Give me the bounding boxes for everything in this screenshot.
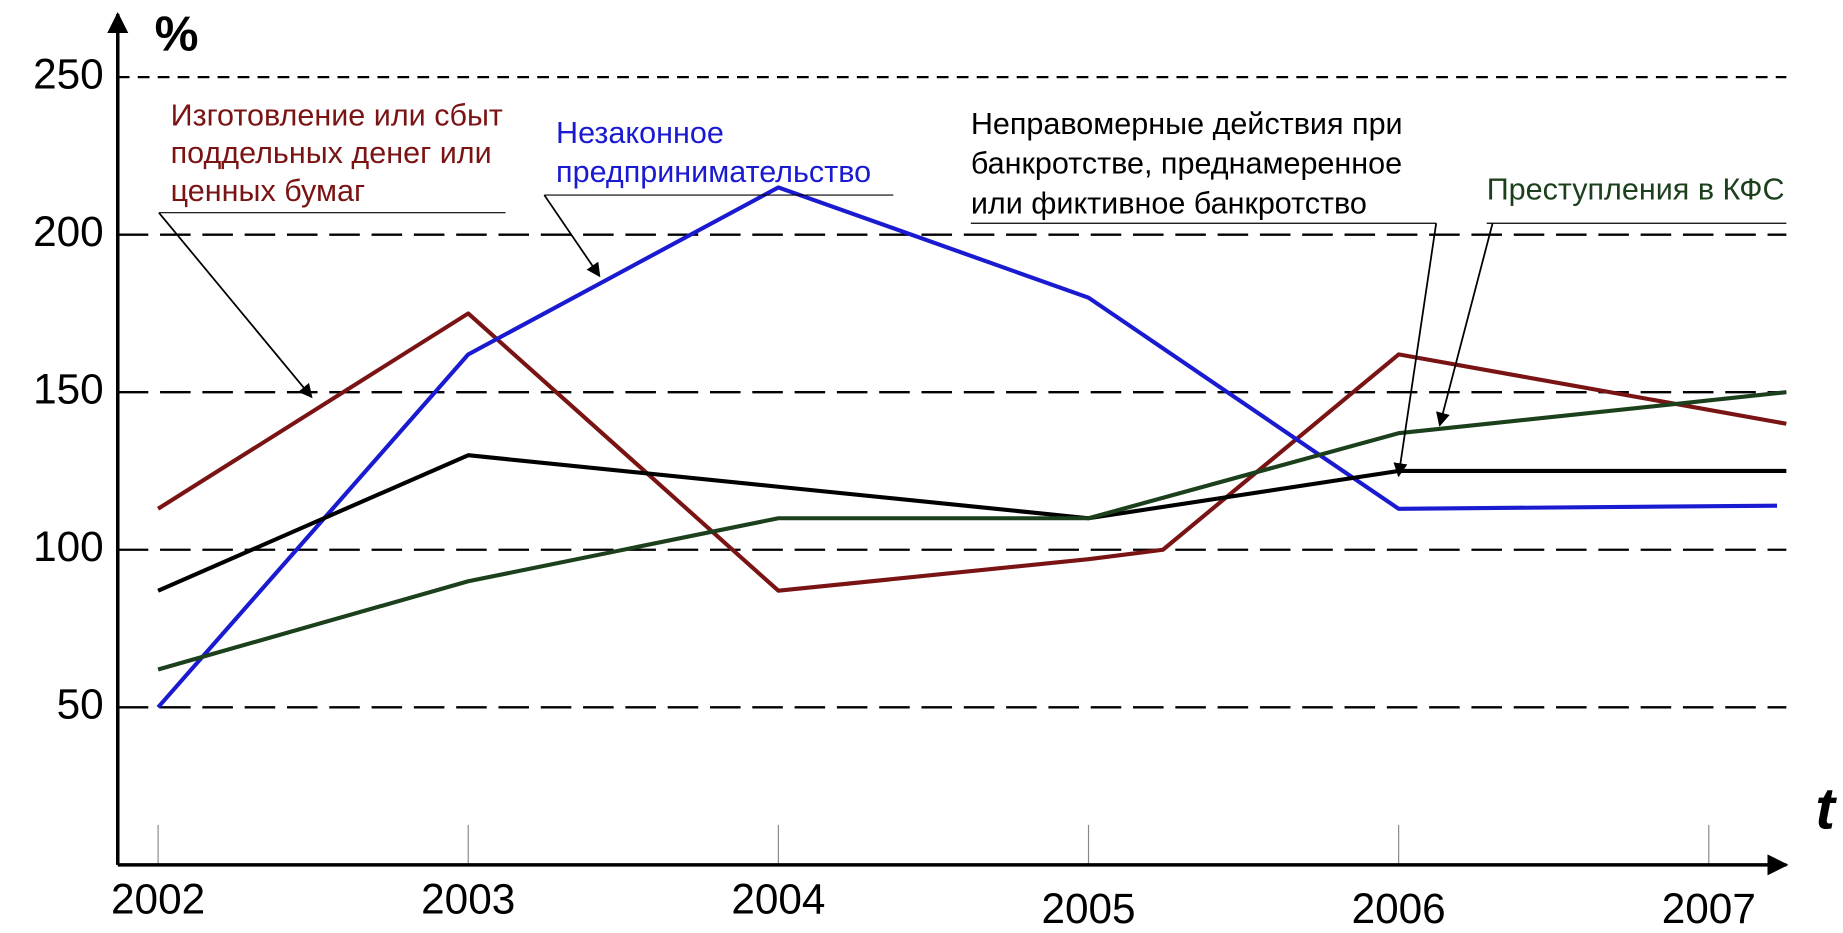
series-label: поддельных денег или [171, 136, 492, 170]
lines [156, 185, 1787, 709]
x-tick-label: 2005 [1041, 885, 1135, 932]
series-label: банкротстве, преднамеренное [971, 147, 1402, 181]
label-arrow [1436, 223, 1494, 427]
series-line [156, 311, 1787, 593]
series-line [156, 185, 1778, 709]
series-label: ценных бумаг [171, 174, 365, 208]
y-tick-label: 100 [33, 523, 104, 570]
label-arrow [158, 212, 313, 399]
x-tick-label: 2003 [421, 876, 515, 923]
x-tick-label: 2006 [1352, 885, 1446, 932]
label-arrow [1393, 223, 1438, 478]
y-tick-label: 200 [33, 208, 104, 255]
x-tick-label: 2004 [731, 876, 825, 923]
label-arrow [543, 194, 601, 278]
series-label: или фиктивное банкротство [971, 187, 1367, 221]
grid [117, 75, 1787, 865]
series-label: Преступления в КФС [1487, 173, 1785, 207]
series-label: Незаконное [556, 116, 724, 150]
y-axis-label: % [155, 7, 199, 62]
series-label: предпринимательство [556, 155, 871, 189]
x-tick-label: 2007 [1662, 885, 1756, 932]
series-line [157, 453, 1787, 593]
y-tick-label: 250 [33, 50, 104, 97]
y-tick-label: 50 [57, 680, 104, 727]
series-label: Неправомерные действия при [971, 107, 1403, 141]
x-axis-label: t [1815, 777, 1837, 842]
y-tick-label: 150 [33, 365, 104, 412]
series-label: Изготовление или сбыт [171, 99, 503, 133]
series-line [157, 390, 1787, 672]
x-tick-label: 2002 [111, 876, 205, 923]
